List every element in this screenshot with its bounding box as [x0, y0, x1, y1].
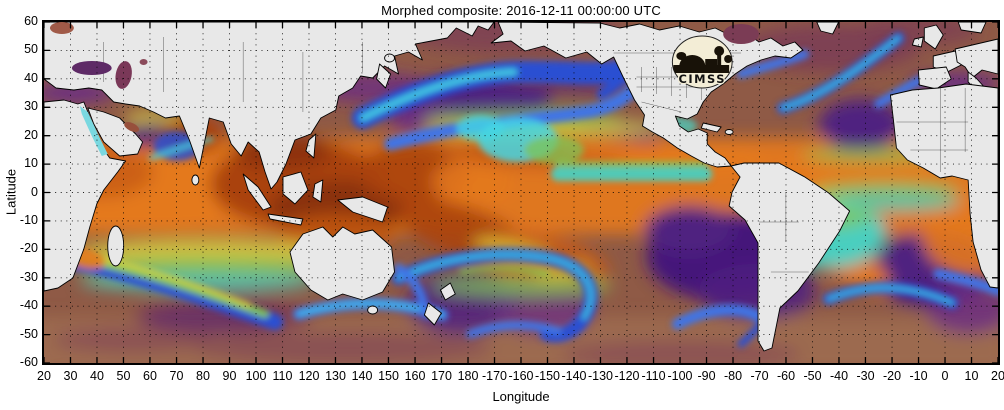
- landmass-ireland: [911, 36, 924, 48]
- x-tick-label: -100: [667, 369, 693, 383]
- x-tick-label: -130: [587, 369, 614, 383]
- x-tick-label: -110: [641, 369, 666, 383]
- y-tick-label: 0: [31, 184, 38, 199]
- x-tick-label: 50: [116, 369, 131, 383]
- tpw-composite-map: CIMSS: [44, 22, 998, 363]
- x-tick-label: -40: [829, 369, 849, 383]
- x-tick-label: -150: [534, 369, 561, 383]
- x-tick-label: 170: [431, 369, 452, 383]
- landmass-hokkaido: [384, 53, 395, 63]
- x-tick-label: 140: [351, 369, 373, 383]
- x-tick-label: -10: [909, 369, 928, 383]
- y-tick-label: 10: [24, 156, 38, 171]
- logo-tree-icon: [676, 52, 687, 60]
- x-tick-label: -30: [856, 369, 875, 383]
- logo-building-icon: [673, 65, 730, 73]
- x-tick-label: -80: [723, 369, 743, 383]
- landmass-greenland: [816, 22, 840, 35]
- x-axis-title: Longitude: [492, 389, 550, 404]
- logo-text: CIMSS: [678, 72, 725, 86]
- x-tick-label: -170: [481, 369, 508, 383]
- baltic-patch: [49, 22, 74, 34]
- persian-gulf: [124, 122, 140, 132]
- map-plot-area[interactable]: CIMSS: [42, 20, 1000, 365]
- red-sea: [79, 106, 108, 156]
- landmass-borneo: [282, 171, 309, 205]
- landmass-new-zealand-south: [423, 302, 442, 326]
- landmass-new-guinea: [337, 196, 389, 223]
- black-sea: [71, 61, 112, 75]
- landmass-hispaniola: [724, 129, 734, 135]
- x-tick-label: 150: [378, 369, 399, 383]
- x-tick-label: 10: [964, 369, 979, 383]
- x-tick-label: 90: [222, 369, 237, 383]
- graticule: [44, 22, 998, 363]
- x-tick-label: 130: [325, 369, 346, 383]
- y-tick-label: -40: [19, 298, 38, 313]
- logo-dish-icon: [724, 55, 733, 63]
- y-tick-label: -20: [19, 241, 38, 256]
- y-tick-label: -60: [19, 355, 38, 369]
- landmass-eurasia: [44, 22, 495, 190]
- y-tick-label: -30: [19, 269, 38, 284]
- y-tick-label: -50: [19, 326, 38, 341]
- caspian-sea: [115, 61, 132, 89]
- x-tick-label: 100: [245, 369, 267, 383]
- logo-dome-icon: [679, 55, 706, 66]
- inland-water: [49, 22, 760, 156]
- landmass-philippines: [305, 133, 317, 159]
- cimss-logo: CIMSS: [671, 35, 733, 89]
- landmass-sri-lanka: [191, 174, 200, 186]
- x-tick-label: 20: [991, 369, 1004, 383]
- x-tick-label: -90: [697, 369, 716, 383]
- x-tick-label: 40: [90, 369, 104, 383]
- landmass-great-britain: [923, 24, 944, 50]
- x-tick-label: 180: [457, 369, 479, 383]
- x-tick-label: -120: [614, 369, 640, 383]
- landmass-africa-east: [44, 99, 127, 292]
- graticule-lines: [44, 22, 998, 363]
- landmass-france: [932, 50, 962, 73]
- x-tick-label: 0: [941, 369, 949, 383]
- y-tick-label: 50: [24, 42, 38, 57]
- frame-tick-marks: [44, 22, 998, 363]
- x-tick-label: 70: [169, 369, 184, 383]
- landmass-new-zealand-north: [439, 282, 456, 301]
- y-tick-label: -10: [19, 212, 38, 227]
- x-tick-label: 120: [298, 369, 320, 383]
- landmass-java: [267, 213, 304, 226]
- x-tick-label: -160: [508, 369, 534, 383]
- x-tick-label: -50: [803, 369, 822, 383]
- y-tick-label: 60: [24, 14, 38, 28]
- x-tick-label: -70: [750, 369, 769, 383]
- x-tick-label: -20: [882, 369, 902, 383]
- y-tick-label: 20: [24, 127, 38, 142]
- aral-sea: [139, 59, 148, 65]
- landmass-tasmania: [367, 305, 379, 315]
- x-tick-label: -60: [776, 369, 796, 383]
- landmass-iberia: [917, 66, 952, 90]
- landmass-sulawesi: [312, 179, 324, 203]
- plot-title: Morphed composite: 2016-12-11 00:00:00 U…: [381, 3, 661, 18]
- landmass-south-america: [728, 162, 851, 352]
- landmass-australia: [289, 226, 395, 301]
- hudson-bay: [723, 24, 760, 44]
- landmass-japan: [376, 63, 391, 89]
- landmass-madagascar: [107, 225, 125, 267]
- landmass-cuba: [700, 122, 722, 133]
- landmass-arabia: [87, 107, 144, 157]
- x-tick-label: 20: [37, 369, 51, 383]
- axis-ticks: [44, 22, 998, 363]
- x-tick-label: 30: [63, 369, 78, 383]
- y-tick-label: 30: [24, 99, 38, 114]
- x-tick-label: -140: [561, 369, 587, 383]
- landmass-central-europe: [954, 38, 998, 79]
- logo-dish-icon: [714, 46, 725, 56]
- x-tick-label: 110: [272, 369, 293, 383]
- y-tick-label: 40: [24, 70, 38, 85]
- x-tick-label: 60: [143, 369, 157, 383]
- x-tick-label: 160: [404, 369, 426, 383]
- x-tick-label: 80: [196, 369, 210, 383]
